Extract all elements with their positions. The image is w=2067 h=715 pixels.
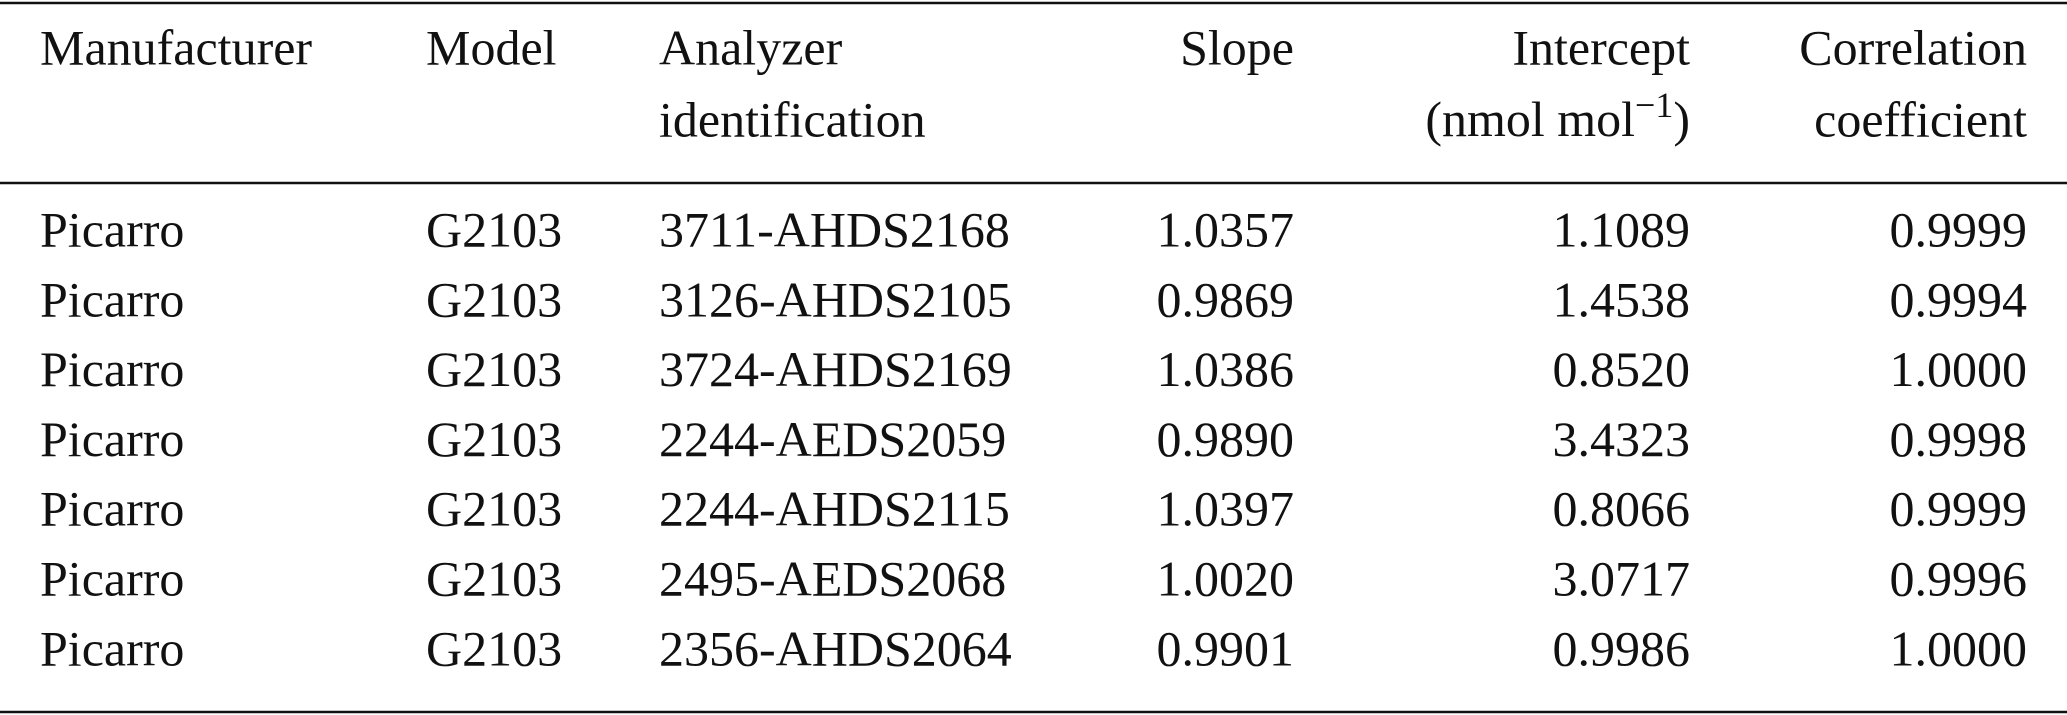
- table-cell: Picarro: [40, 620, 184, 676]
- table-cell: Picarro: [40, 481, 184, 537]
- header-cell: Model: [426, 19, 557, 75]
- table-cell: 0.9901: [1157, 620, 1295, 676]
- header-cell: coefficient: [1814, 91, 2027, 147]
- table-cell: 0.9998: [1890, 411, 2028, 467]
- table-cell: 1.0000: [1890, 341, 2028, 397]
- table-cell: G2103: [426, 201, 562, 257]
- table-cell: 1.0357: [1157, 201, 1295, 257]
- header-cell: Intercept: [1512, 19, 1690, 75]
- table-cell: G2103: [426, 620, 562, 676]
- table-cell: 3711-AHDS2168: [659, 201, 1010, 257]
- table-cell: 0.9890: [1157, 411, 1295, 467]
- header-cell: Analyzer: [659, 19, 843, 75]
- table-cell: 1.0000: [1890, 620, 2028, 676]
- table-cell: 1.0020: [1157, 550, 1295, 606]
- table-cell: 1.1089: [1553, 201, 1691, 257]
- header-text: ): [1673, 91, 1690, 147]
- header-cell: Slope: [1180, 19, 1294, 75]
- table-cell: Picarro: [40, 201, 184, 257]
- header-superscript: −1: [1635, 85, 1673, 125]
- header-cell: (nmol mol−1): [1425, 85, 1690, 147]
- table-cell: 2244-AEDS2059: [659, 411, 1006, 467]
- table-cell: 0.9869: [1157, 271, 1295, 327]
- table-cell: 3.0717: [1553, 550, 1691, 606]
- table-cell: G2103: [426, 550, 562, 606]
- table-cell: 0.9996: [1890, 550, 2028, 606]
- table-cell: G2103: [426, 411, 562, 467]
- table-cell: G2103: [426, 481, 562, 537]
- table-cell: G2103: [426, 271, 562, 327]
- table-cell: 0.9994: [1890, 271, 2028, 327]
- table-cell: 2495-AEDS2068: [659, 550, 1006, 606]
- table-cell: 0.9986: [1553, 620, 1691, 676]
- table-cell: Picarro: [40, 271, 184, 327]
- table-cell: G2103: [426, 341, 562, 397]
- table-cell: 0.8520: [1553, 341, 1691, 397]
- table-cell: Picarro: [40, 411, 184, 467]
- header-text: (nmol mol: [1425, 91, 1635, 147]
- table-cell: 1.0386: [1157, 341, 1295, 397]
- table-cell: 2244-AHDS2115: [659, 481, 1010, 537]
- table-cell: 3126-AHDS2105: [659, 271, 1012, 327]
- table-cell: 0.9999: [1890, 481, 2028, 537]
- table-cell: Picarro: [40, 550, 184, 606]
- table-cell: 1.4538: [1553, 271, 1691, 327]
- header-cell: Correlation: [1799, 19, 2027, 75]
- table-cell: Picarro: [40, 341, 184, 397]
- table-cell: 3.4323: [1553, 411, 1691, 467]
- header-cell: identification: [659, 91, 926, 147]
- table-cell: 0.8066: [1553, 481, 1691, 537]
- table-cell: 3724-AHDS2169: [659, 341, 1012, 397]
- table-cell: 1.0397: [1157, 481, 1295, 537]
- header-cell: Manufacturer: [40, 19, 312, 75]
- table-cell: 0.9999: [1890, 201, 2028, 257]
- table-cell: 2356-AHDS2064: [659, 620, 1012, 676]
